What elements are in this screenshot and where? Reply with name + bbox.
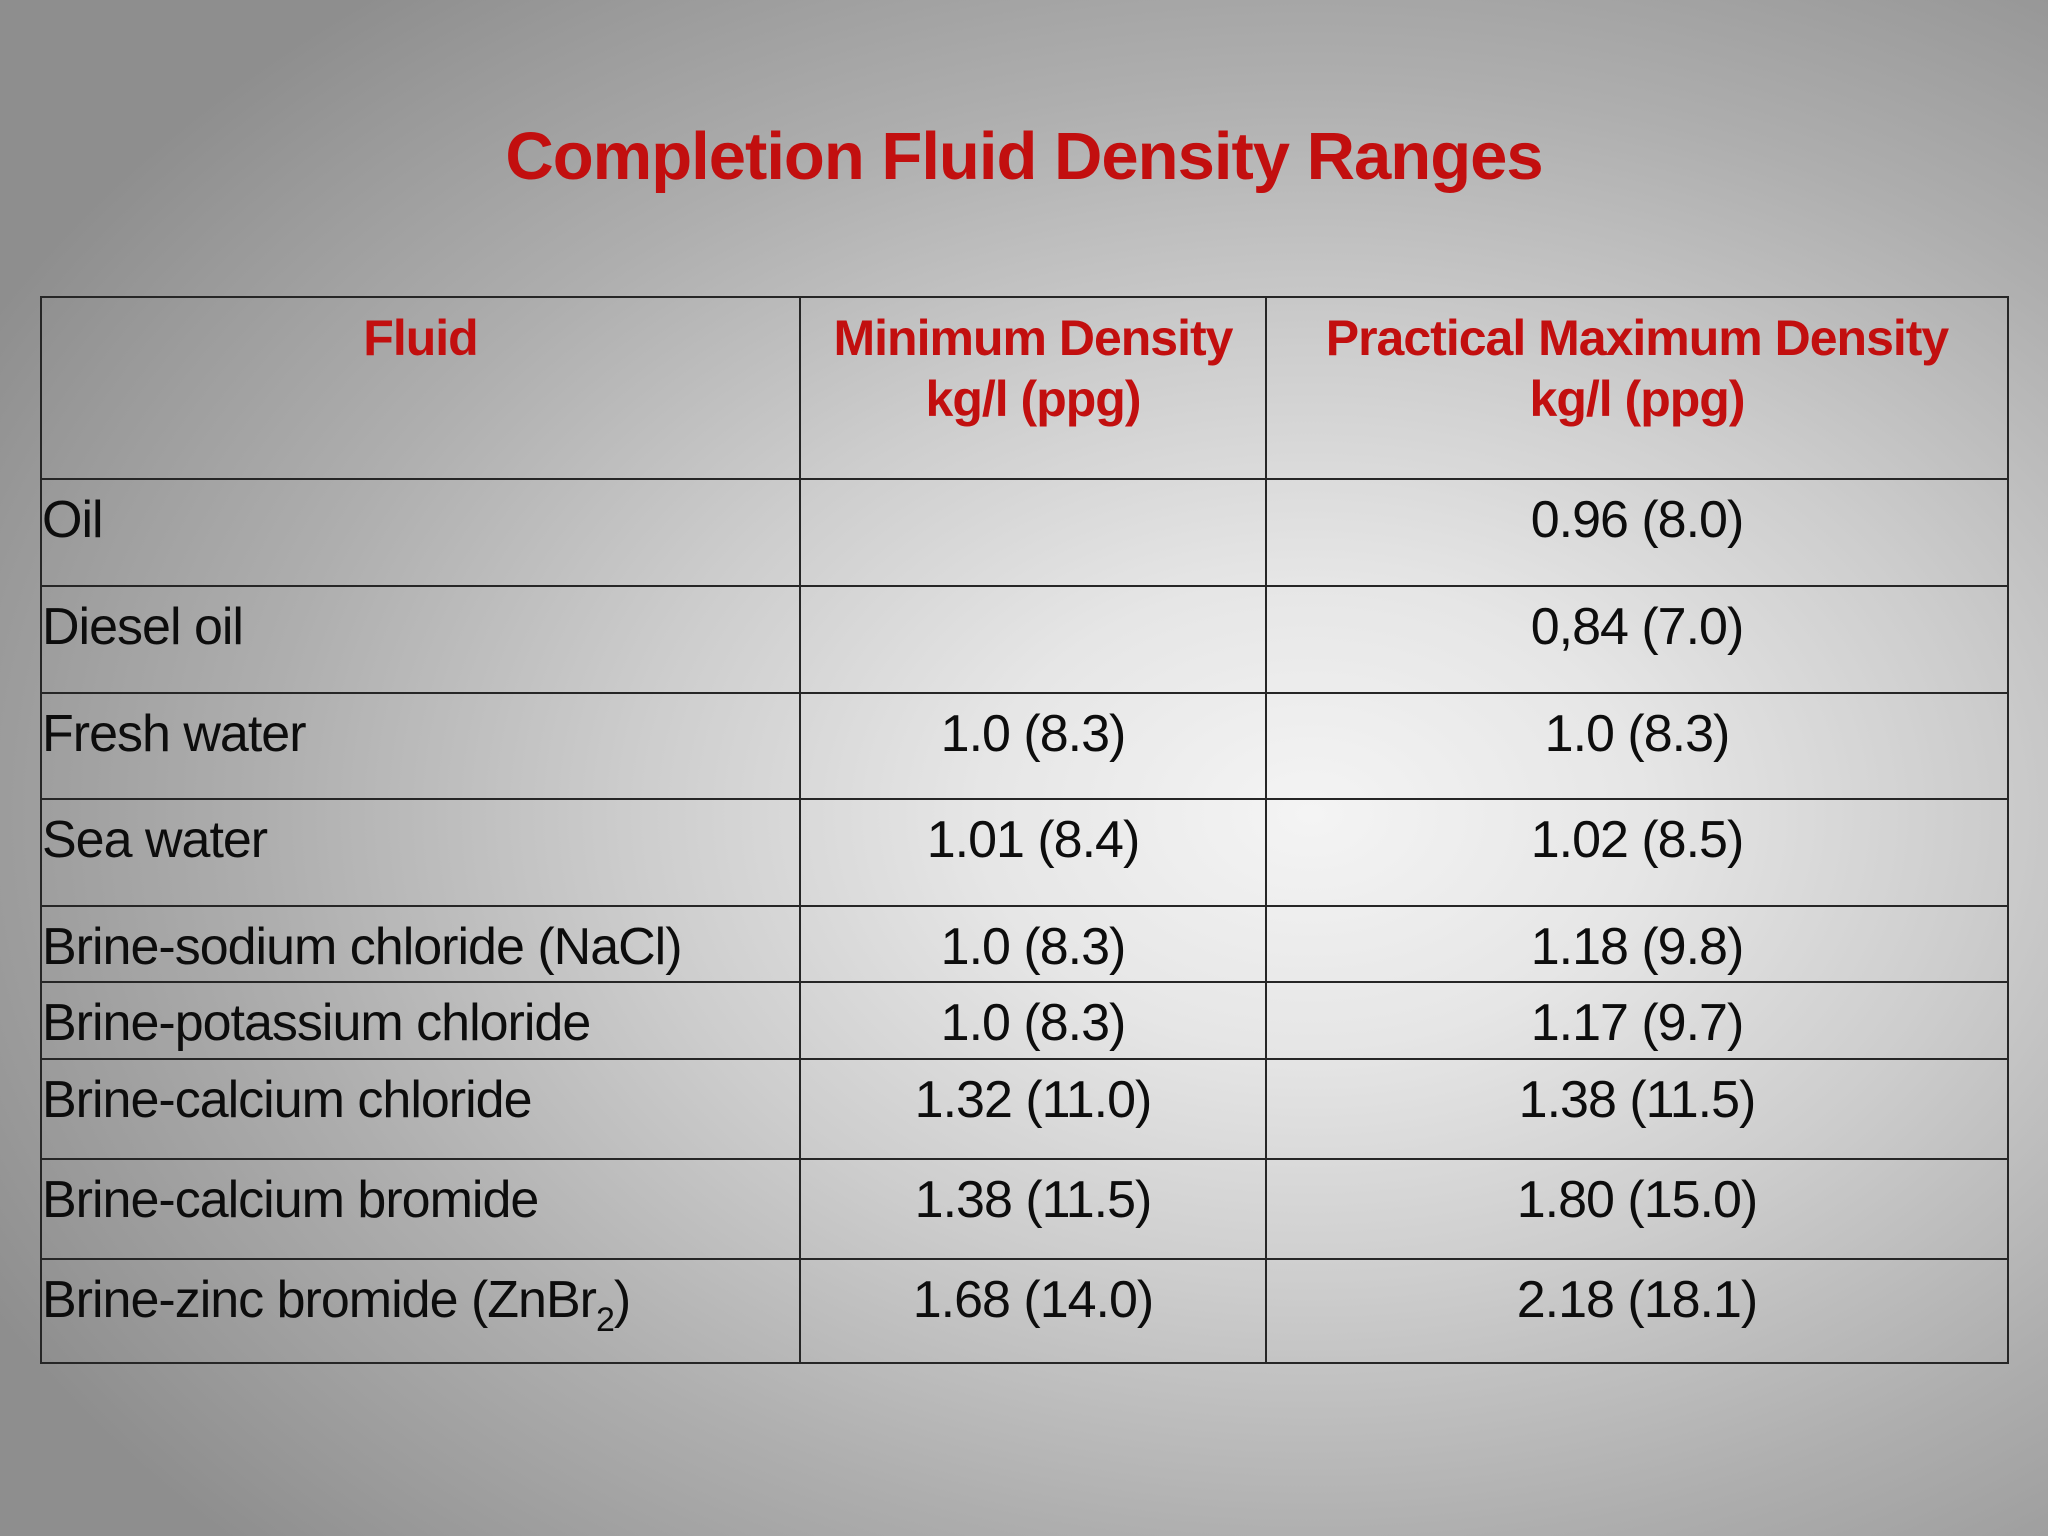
table-row: Fresh water 1.0 (8.3) 1.0 (8.3)	[40, 692, 2009, 800]
fluid-name-cell: Brine-sodium chloride (NaCl)	[40, 905, 801, 983]
minimum-density-cell: 1.0 (8.3)	[799, 981, 1267, 1060]
column-header-label: Practical Maximum Density	[1325, 310, 1949, 366]
maximum-density-cell: 1.38 (11.5)	[1265, 1058, 2009, 1160]
maximum-density-cell: 0,84 (7.0)	[1265, 585, 2009, 694]
fluid-name-subscript: 2	[595, 1301, 615, 1339]
fluid-name-suffix: )	[613, 1271, 631, 1329]
table-row: Brine-potassium chloride 1.0 (8.3) 1.17 (9…	[40, 981, 2009, 1060]
table-header-row: Fluid Minimum Density kg/l (ppg) Practic…	[40, 296, 2009, 480]
table-body: Oil 0.96 (8.0) Diesel oil 0,84 (7.0) Fresh w…	[40, 478, 2009, 1364]
maximum-density-cell: 1.80 (15.0)	[1265, 1158, 2009, 1260]
table-row: Oil 0.96 (8.0)	[40, 478, 2009, 587]
fluid-name-cell: Brine-zinc bromide (ZnBr2)	[40, 1258, 801, 1364]
column-header-practical-maximum-density: Practical Maximum Density kg/l (ppg)	[1265, 296, 2009, 480]
fluid-name: Sea water	[42, 811, 268, 869]
maximum-density-cell: 1.0 (8.3)	[1265, 692, 2009, 800]
table-row: Sea water 1.01 (8.4) 1.02 (8.5)	[40, 798, 2009, 907]
minimum-density-cell: 1.0 (8.3)	[799, 905, 1267, 983]
table-row: Brine-sodium chloride (NaCl) 1.0 (8.3) 1.1…	[40, 905, 2009, 983]
maximum-density-cell: 1.18 (9.8)	[1265, 905, 2009, 983]
minimum-density-cell: 1.32 (11.0)	[799, 1058, 1267, 1160]
fluid-name-cell: Oil	[40, 478, 801, 587]
minimum-density-cell	[799, 478, 1267, 587]
maximum-density-cell: 1.02 (8.5)	[1265, 798, 2009, 907]
fluid-name: Fresh water	[42, 705, 307, 763]
column-header-units: kg/l (ppg)	[925, 371, 1142, 427]
fluid-name-cell: Brine-calcium chloride	[40, 1058, 801, 1160]
table-row: Diesel oil 0,84 (7.0)	[40, 585, 2009, 694]
table-row: Brine-zinc bromide (ZnBr2) 1.68 (14.0) 2.1…	[40, 1258, 2009, 1364]
fluid-name-cell: Diesel oil	[40, 585, 801, 694]
fluid-name: Brine-calcium chloride	[42, 1071, 533, 1129]
fluid-name-cell: Sea water	[40, 798, 801, 907]
maximum-density-cell: 0.96 (8.0)	[1265, 478, 2009, 587]
fluid-name: Brine-potassium chloride	[42, 994, 591, 1052]
minimum-density-cell: 1.68 (14.0)	[799, 1258, 1267, 1364]
column-header-units: kg/l (ppg)	[1529, 371, 1746, 427]
fluid-name: Diesel oil	[42, 598, 244, 656]
column-header-label: Fluid	[363, 310, 478, 366]
page-title: Completion Fluid Density Ranges	[505, 119, 1543, 194]
fluid-name-cell: Brine-potassium chloride	[40, 981, 801, 1060]
table-row: Brine-calcium bromide 1.38 (11.5) 1.80 (15…	[40, 1158, 2009, 1260]
fluid-name: Oil	[42, 491, 104, 549]
maximum-density-cell: 2.18 (18.1)	[1265, 1258, 2009, 1364]
fluid-name: Brine-calcium bromide	[42, 1171, 539, 1229]
minimum-density-cell: 1.0 (8.3)	[799, 692, 1267, 800]
fluid-name: Brine-sodium chloride (NaCl)	[42, 918, 683, 976]
column-header-minimum-density: Minimum Density kg/l (ppg)	[799, 296, 1267, 480]
fluid-name: Brine-zinc bromide (ZnBr	[42, 1271, 597, 1329]
minimum-density-cell	[799, 585, 1267, 694]
fluid-name-cell: Brine-calcium bromide	[40, 1158, 801, 1260]
fluid-name-cell: Fresh water	[40, 692, 801, 800]
column-header-fluid: Fluid	[40, 296, 801, 480]
table-row: Brine-calcium chloride 1.32 (11.0) 1.38 (1…	[40, 1058, 2009, 1160]
minimum-density-cell: 1.01 (8.4)	[799, 798, 1267, 907]
density-table: Fluid Minimum Density kg/l (ppg) Practic…	[40, 296, 2009, 1364]
maximum-density-cell: 1.17 (9.7)	[1265, 981, 2009, 1060]
minimum-density-cell: 1.38 (11.5)	[799, 1158, 1267, 1260]
column-header-label: Minimum Density	[833, 310, 1234, 366]
